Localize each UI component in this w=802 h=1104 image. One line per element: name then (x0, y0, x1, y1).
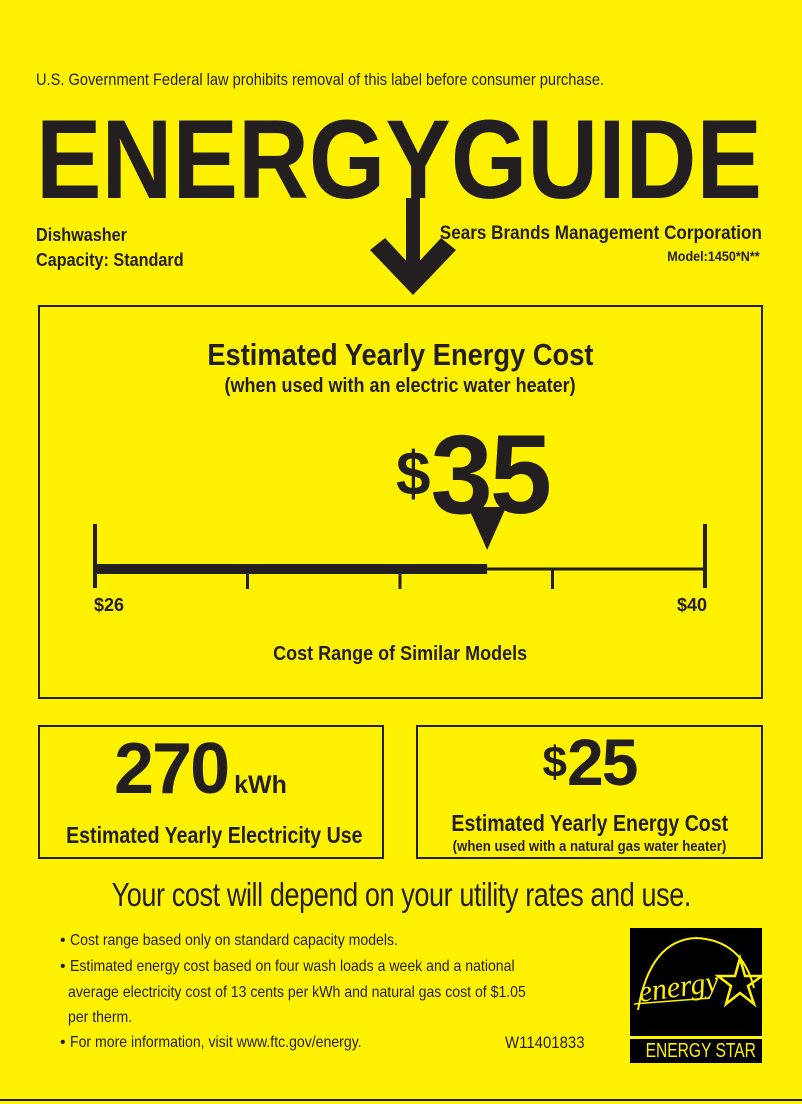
bottom-border (0, 1099, 802, 1101)
federal-notice: U.S. Government Federal law prohibits re… (36, 70, 605, 89)
energy-star-icon: energy (630, 928, 762, 1036)
range-min-label: $26 (94, 595, 125, 615)
cost-title: Estimated Yearly Energy Cost (207, 337, 594, 372)
energy-star-logo: energy ENERGY STAR (630, 928, 762, 1063)
range-tick (246, 569, 249, 589)
down-arrow-icon (370, 198, 456, 295)
bullet-dot-icon: • (60, 958, 71, 975)
gas-caption: Estimated Yearly Energy Cost (451, 810, 728, 836)
cost-pointer-icon (468, 507, 507, 550)
energy-star-label: ENERGY STAR (630, 1039, 762, 1063)
range-max-label: $40 (676, 595, 707, 615)
appliance-type: Dishwasher (36, 225, 127, 245)
bullet-continuation: average electricity cost of 13 cents per… (68, 984, 526, 1001)
gas-amount: 25 (567, 725, 638, 799)
cost-currency: $ (396, 440, 431, 509)
range-tick (398, 569, 402, 589)
kwh-amount: 270 (114, 729, 230, 809)
bullet-item: • For more information, visit www.ftc.go… (60, 1034, 362, 1051)
energyguide-logo: ENERGYGUIDE (36, 97, 762, 295)
bullet-dot-icon: • (60, 932, 71, 949)
cost-range-scale (93, 507, 707, 589)
energyguide-logo-text: ENERGYGUIDE (36, 97, 762, 222)
disclaimer: Your cost will depend on your utility ra… (111, 876, 691, 913)
gas-subcaption: (when used with a natural gas water heat… (452, 838, 727, 855)
range-tick (551, 569, 554, 589)
model-number: Model:1450*N** (667, 248, 760, 264)
gas-cost-value: $25 (418, 729, 761, 795)
yearly-cost-box: Estimated Yearly Energy Cost (when used … (38, 305, 763, 699)
label-code: W11401833 (505, 1033, 585, 1052)
electricity-caption: Estimated Yearly Electricity Use (66, 822, 363, 848)
range-min-tick (93, 524, 97, 588)
manufacturer: Sears Brands Management Corporation (439, 223, 762, 244)
bullet-continuation: per therm. (68, 1009, 133, 1026)
bullet-dot-icon: • (60, 1034, 71, 1051)
kwh-unit: kWh (234, 771, 287, 799)
range-fill-bar (95, 564, 488, 574)
range-max-tick (703, 524, 707, 588)
electricity-use-box: 270 kWh Estimated Yearly Electricity Use (38, 725, 384, 859)
bullet-item: • Cost range based only on standard capa… (60, 932, 398, 949)
electricity-value: 270 kWh (114, 733, 287, 805)
gas-currency: $ (542, 738, 568, 787)
capacity: Capacity: Standard (36, 250, 184, 270)
range-caption: Cost Range of Similar Models (273, 643, 528, 665)
cost-subtitle: (when used with an electric water heater… (224, 375, 577, 397)
range-line (487, 567, 705, 571)
bullet-item: • Estimated energy cost based on four wa… (60, 958, 515, 975)
gas-cost-box: $25 Estimated Yearly Energy Cost (when u… (416, 725, 763, 859)
